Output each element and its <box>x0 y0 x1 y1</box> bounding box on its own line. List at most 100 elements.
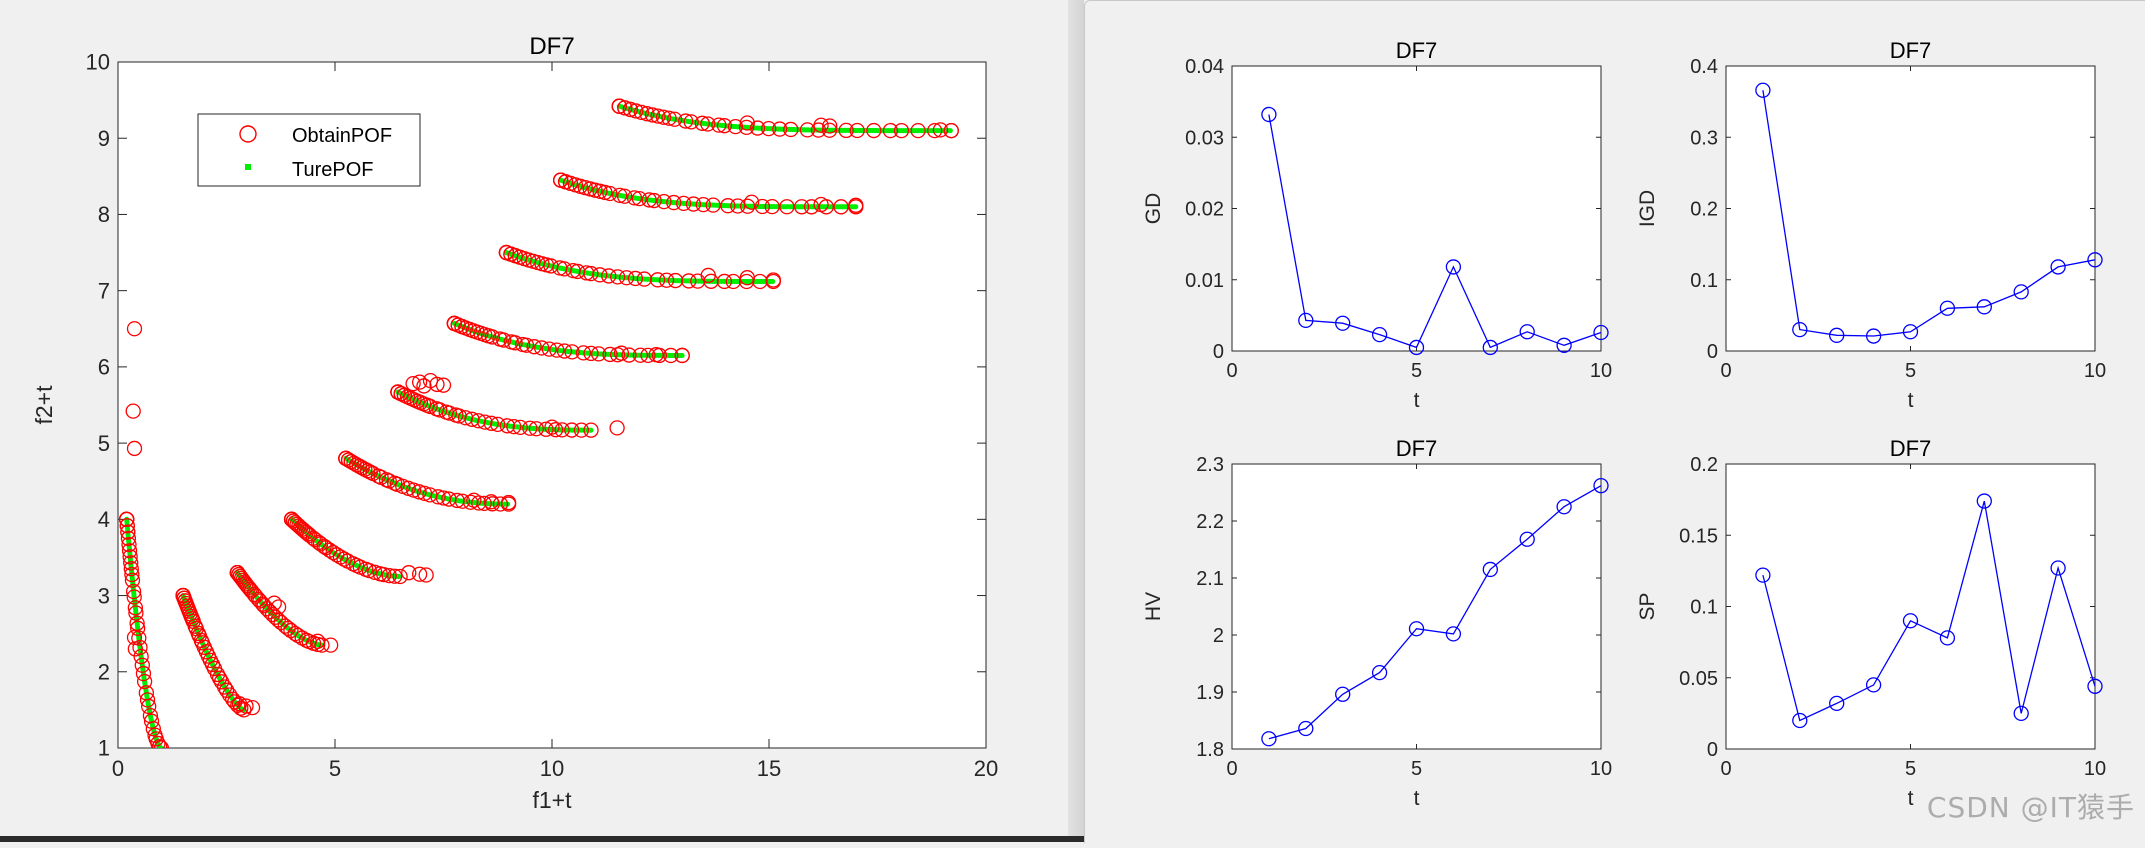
obtainpof-point <box>124 566 140 583</box>
obtainpof-point <box>772 121 788 137</box>
obtainpof-point <box>739 115 755 131</box>
gd-point <box>1519 324 1535 340</box>
obtainpof-point <box>882 122 899 139</box>
obtainpof-point <box>727 118 744 135</box>
obtainpof-point <box>145 721 161 737</box>
igd-y-tick-label: 0.2 <box>1690 199 1718 221</box>
pof-x-tick-label: 20 <box>974 756 998 781</box>
obtainpof-point <box>266 595 282 611</box>
obtainpof-point <box>602 346 618 363</box>
obtainpof-point <box>685 196 702 212</box>
obtainpof-point <box>119 511 135 527</box>
sp-y-tick-label: 0.2 <box>1690 454 1718 476</box>
igd-y-tick-label: 0.4 <box>1690 56 1718 78</box>
gd-y-axis-label: GD <box>1142 193 1165 225</box>
gd-point <box>1408 339 1425 356</box>
obtainpof-point <box>761 120 777 137</box>
gd-x-tick-label: 5 <box>1411 360 1422 382</box>
obtainpof-point <box>422 398 438 415</box>
hv-y-tick-label: 2 <box>1213 625 1224 647</box>
obtainpof-point <box>454 493 471 509</box>
hv-point <box>1445 626 1462 642</box>
obtainpof-point <box>152 738 168 748</box>
hv-point <box>1371 664 1388 681</box>
obtainpof-point <box>506 418 522 435</box>
obtainpof-point <box>125 583 142 600</box>
igd-y-tick-label: 0.1 <box>1690 270 1718 292</box>
igd-point <box>1902 324 1919 340</box>
obtainpof-point <box>134 657 150 673</box>
obtainpof-point <box>127 600 144 616</box>
obtainpof-point <box>720 198 736 214</box>
obtainpof-point <box>538 421 554 437</box>
obtainpof-point <box>500 494 517 511</box>
obtainpof-point <box>564 422 580 438</box>
hv-x-tick-label: 10 <box>1590 758 1612 780</box>
turepof-front <box>343 455 512 507</box>
obtainpof-point <box>411 484 427 500</box>
obtainpof-point <box>556 343 573 359</box>
obtainpof-point <box>136 673 153 690</box>
hv-y-tick-label: 2.2 <box>1196 511 1224 533</box>
sp-y-axis-label: SP <box>1636 592 1659 620</box>
obtainpof-point <box>139 692 156 708</box>
obtainpof-point <box>631 190 648 207</box>
obtainpof-point <box>848 197 864 213</box>
obtainpof-point <box>573 422 590 438</box>
obtainpof-point <box>123 561 139 577</box>
pof-y-tick-label: 1 <box>98 736 110 761</box>
obtainpof-point <box>694 115 710 131</box>
obtainpof-point <box>270 599 287 615</box>
obtainpof-point <box>602 185 618 202</box>
obtainpof-point <box>621 347 637 363</box>
obtainpof-point <box>126 440 143 457</box>
hv-plot-area <box>1231 463 1602 750</box>
obtainpof-point <box>754 198 770 215</box>
metrics-figure-window: 0 5 10 0 0.01 0.02 0.03 0.04 DF7 t GD 0 5 10 0 0.1 0.2 0.… <box>1084 0 2145 843</box>
obtainpof-point <box>135 665 152 682</box>
obtainpof-point <box>216 679 233 695</box>
pof-y-tick-label: 6 <box>98 355 110 380</box>
hv-x-tick-label: 0 <box>1226 758 1237 780</box>
igd-point <box>2087 252 2103 268</box>
obtainpof-point <box>441 405 458 421</box>
obtainpof-point <box>749 120 766 136</box>
obtainpof-point <box>130 620 146 636</box>
gd-point <box>1261 106 1277 123</box>
obtainpof-point <box>209 666 226 683</box>
turepof-front <box>558 177 859 210</box>
obtainpof-point <box>765 272 781 288</box>
obtainpof-point <box>381 567 397 584</box>
obtainpof-point <box>739 198 756 214</box>
pof-y-axis-label: f2+t <box>31 385 57 425</box>
hv-y-tick-label: 2.3 <box>1196 454 1224 476</box>
obtainpof-point <box>700 116 716 132</box>
igd-x-tick-label: 10 <box>2084 360 2106 382</box>
turepof-front <box>503 250 776 284</box>
igd-y-tick-label: 0.3 <box>1690 127 1718 149</box>
obtainpof-point <box>592 183 608 199</box>
obtainpof-point <box>705 197 721 213</box>
obtainpof-point <box>681 273 697 289</box>
obtainpof-point <box>611 98 627 114</box>
obtainpof-point <box>674 347 690 364</box>
obtainpof-point <box>799 122 816 138</box>
gd-point <box>1335 315 1351 331</box>
hv-title: DF7 <box>1396 436 1438 461</box>
obtainpof-point <box>541 341 557 357</box>
igd-y-tick-label: 0 <box>1707 341 1718 363</box>
sp-point <box>2050 560 2066 576</box>
gd-y-tick-label: 0.01 <box>1185 270 1224 292</box>
obtainpof-point <box>367 564 383 580</box>
obtainpof-point <box>370 468 387 484</box>
obtainpof-point <box>813 196 829 213</box>
obtainpof-point <box>666 111 683 127</box>
hv-point <box>1298 720 1314 737</box>
legend-obtainpof-label: ObtainPOF <box>292 125 392 147</box>
obtainpof-point <box>601 268 617 284</box>
obtainpof-point <box>499 418 516 434</box>
sp-y-tick-label: 0.05 <box>1679 668 1718 690</box>
sp-y-tick-label: 0.1 <box>1690 597 1718 619</box>
obtainpof-point <box>716 118 733 134</box>
obtainpof-point <box>141 698 157 715</box>
